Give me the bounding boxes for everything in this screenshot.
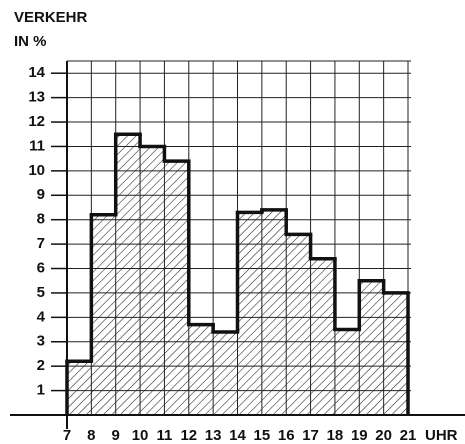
y-label: VERKEHR: [14, 9, 88, 26]
y-tick-label: 5: [37, 284, 45, 301]
y-tick-label: 2: [37, 357, 45, 374]
x-tick-label: 21: [400, 427, 417, 444]
x-tick-label: 12: [180, 427, 197, 444]
bar: [67, 361, 92, 415]
y-tick-label: 13: [28, 89, 45, 106]
y-tick-label: 3: [37, 333, 45, 350]
x-tick-label: 9: [112, 427, 120, 444]
bar: [91, 214, 116, 415]
y-tick-label: 10: [28, 162, 45, 179]
bar: [286, 234, 311, 415]
bar: [164, 161, 189, 415]
bar: [383, 292, 408, 415]
bar: [334, 329, 360, 415]
y-label: IN %: [14, 33, 47, 50]
y-tick-label: 9: [37, 186, 45, 203]
y-tick-label: 14: [28, 64, 45, 81]
x-tick-label: 16: [278, 427, 295, 444]
bar: [140, 146, 165, 415]
y-tick-label: 4: [37, 308, 46, 325]
x-tick-label: 20: [375, 427, 392, 444]
x-tick-label: 11: [156, 427, 172, 444]
x-tick-label: 17: [302, 427, 319, 444]
x-tick-label: 19: [351, 427, 368, 444]
x-tick-label: 14: [229, 427, 246, 444]
bar: [359, 280, 384, 415]
y-tick-label: 12: [28, 113, 45, 130]
x-tick-label: 7: [63, 427, 71, 444]
bar: [213, 331, 238, 415]
bar: [261, 209, 287, 415]
y-tick-label: 11: [29, 137, 45, 154]
x-tick-label: 8: [87, 427, 95, 444]
x-tick-label: 15: [254, 427, 271, 444]
y-tick-label: 8: [37, 211, 45, 228]
y-tick-label: 1: [37, 382, 45, 399]
bar: [115, 134, 141, 415]
bar: [237, 212, 262, 415]
x-tick-label: 13: [205, 427, 222, 444]
y-tick-label: 6: [37, 259, 45, 276]
bar: [188, 324, 214, 415]
x-tick-label: 18: [327, 427, 344, 444]
bar: [310, 258, 335, 415]
y-tick-label: 7: [37, 235, 45, 252]
x-tick-label: 10: [132, 427, 149, 444]
x-label: UHR: [425, 427, 458, 444]
